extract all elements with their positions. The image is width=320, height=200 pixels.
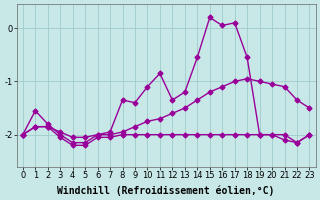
X-axis label: Windchill (Refroidissement éolien,°C): Windchill (Refroidissement éolien,°C) (58, 185, 275, 196)
